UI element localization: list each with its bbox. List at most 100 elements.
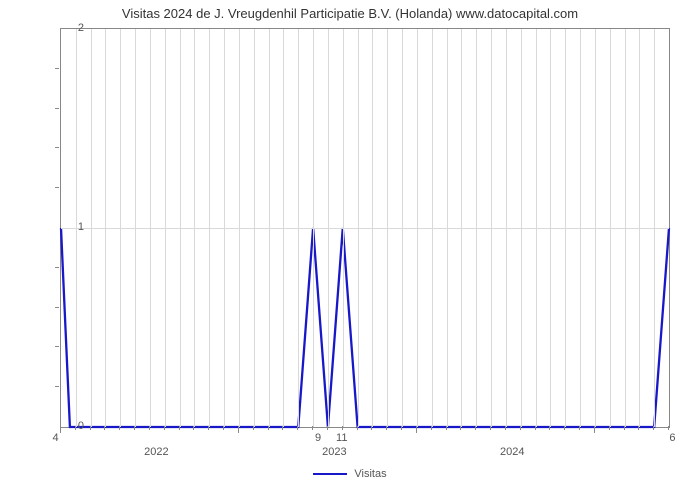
x-gridline <box>254 29 255 427</box>
x-minor-tick <box>431 426 432 430</box>
x-minor-tick <box>327 426 328 430</box>
x-gridline <box>120 29 121 427</box>
y-minor-tick <box>55 147 59 148</box>
x-minor-tick <box>609 426 610 430</box>
x-minor-tick <box>253 426 254 430</box>
x-gridline <box>105 29 106 427</box>
x-minor-tick <box>624 426 625 430</box>
x-gridline <box>580 29 581 427</box>
x-minor-tick <box>208 426 209 430</box>
x-gridline <box>224 29 225 427</box>
x-minor-tick <box>149 426 150 430</box>
x-minor-tick <box>342 426 343 430</box>
x-minor-tick <box>564 426 565 430</box>
x-gridline <box>476 29 477 427</box>
x-year-label: 2023 <box>322 446 346 458</box>
x-major-tick <box>238 426 239 433</box>
x-minor-tick <box>668 426 669 430</box>
x-minor-tick <box>193 426 194 430</box>
x-gridline <box>654 29 655 427</box>
legend-label: Visitas <box>354 468 386 480</box>
x-gridline <box>269 29 270 427</box>
x-gridline <box>135 29 136 427</box>
x-minor-tick <box>505 426 506 430</box>
x-gridline <box>328 29 329 427</box>
x-minor-tick <box>549 426 550 430</box>
x-minor-tick <box>475 426 476 430</box>
x-gridline <box>506 29 507 427</box>
x-gridline <box>239 29 240 427</box>
x-gridline <box>625 29 626 427</box>
x-gridline <box>550 29 551 427</box>
x-gridline <box>491 29 492 427</box>
x-gridline <box>536 29 537 427</box>
legend-swatch <box>313 473 347 475</box>
y-minor-tick <box>55 267 59 268</box>
chart-container: Visitas 2024 de J. Vreugdenhil Participa… <box>0 0 700 500</box>
x-value-label: 6 <box>669 432 675 444</box>
x-minor-tick <box>371 426 372 430</box>
x-gridline <box>639 29 640 427</box>
x-minor-tick <box>104 426 105 430</box>
x-minor-tick <box>312 426 313 430</box>
y-minor-tick <box>55 68 59 69</box>
x-minor-tick <box>134 426 135 430</box>
x-minor-tick <box>119 426 120 430</box>
x-value-label: 9 <box>315 432 321 444</box>
x-minor-tick <box>446 426 447 430</box>
x-minor-tick <box>268 426 269 430</box>
x-minor-tick <box>579 426 580 430</box>
y-tick-label: 0 <box>78 420 84 432</box>
y-minor-tick <box>55 108 59 109</box>
x-gridline <box>343 29 344 427</box>
x-minor-tick <box>638 426 639 430</box>
y-minor-tick <box>55 187 59 188</box>
x-gridline <box>358 29 359 427</box>
legend: Visitas <box>0 468 700 480</box>
x-gridline <box>417 29 418 427</box>
x-minor-tick <box>490 426 491 430</box>
x-gridline <box>91 29 92 427</box>
x-gridline <box>283 29 284 427</box>
x-gridline <box>461 29 462 427</box>
x-gridline <box>298 29 299 427</box>
y-minor-tick <box>55 346 59 347</box>
x-minor-tick <box>282 426 283 430</box>
y-tick-label: 2 <box>78 22 84 34</box>
y-gridline <box>61 228 669 229</box>
x-value-label: 4 <box>52 432 58 444</box>
x-minor-tick <box>357 426 358 430</box>
x-minor-tick <box>164 426 165 430</box>
x-gridline <box>402 29 403 427</box>
x-gridline <box>194 29 195 427</box>
x-minor-tick <box>520 426 521 430</box>
x-value-label: 11 <box>336 432 347 444</box>
x-minor-tick <box>179 426 180 430</box>
x-minor-tick <box>90 426 91 430</box>
x-minor-tick <box>460 426 461 430</box>
plot-area <box>60 28 670 428</box>
x-gridline <box>595 29 596 427</box>
x-gridline <box>209 29 210 427</box>
x-gridline <box>610 29 611 427</box>
y-tick-label: 1 <box>78 221 84 233</box>
y-minor-tick <box>55 307 59 308</box>
x-major-tick <box>594 426 595 433</box>
x-gridline <box>313 29 314 427</box>
chart-title: Visitas 2024 de J. Vreugdenhil Participa… <box>0 6 700 21</box>
x-gridline <box>432 29 433 427</box>
x-gridline <box>447 29 448 427</box>
x-major-tick <box>416 426 417 433</box>
x-minor-tick <box>386 426 387 430</box>
x-gridline <box>76 29 77 427</box>
x-gridline <box>372 29 373 427</box>
x-minor-tick <box>401 426 402 430</box>
x-minor-tick <box>223 426 224 430</box>
x-gridline <box>521 29 522 427</box>
y-minor-tick <box>55 386 59 387</box>
x-gridline <box>565 29 566 427</box>
x-year-label: 2022 <box>144 446 168 458</box>
x-minor-tick <box>653 426 654 430</box>
x-minor-tick <box>535 426 536 430</box>
x-gridline <box>180 29 181 427</box>
